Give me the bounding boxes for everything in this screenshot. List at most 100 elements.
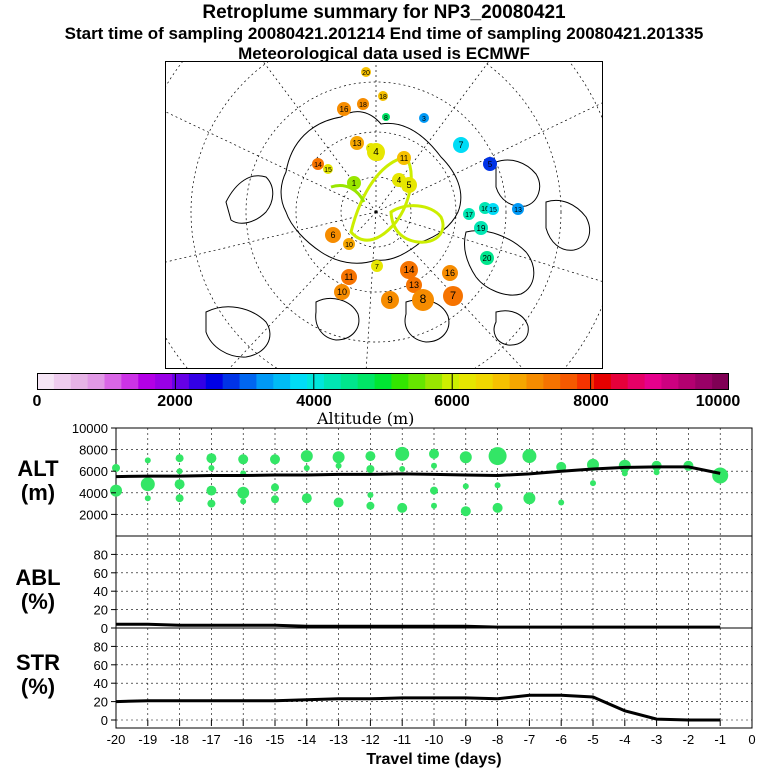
x-tick-label: -4 bbox=[619, 732, 631, 747]
colorbar-cell bbox=[222, 373, 241, 390]
map-marker-label: 10 bbox=[337, 287, 347, 297]
x-tick-label: -9 bbox=[460, 732, 472, 747]
colorbar-cell bbox=[37, 373, 55, 390]
str-ylabel-2: (%) bbox=[21, 674, 55, 699]
alt-y-tick-label: 6000 bbox=[79, 464, 108, 479]
colorbar-cell bbox=[610, 373, 629, 390]
map-marker-label: 16 bbox=[340, 105, 349, 114]
map-marker bbox=[312, 158, 324, 170]
colorbar-cell bbox=[627, 373, 646, 390]
alt-cluster-point bbox=[712, 467, 729, 484]
abl-ylabel-2: (%) bbox=[21, 589, 55, 614]
alt-cluster-point bbox=[558, 499, 565, 506]
colorbar-label: Altitude (m) bbox=[317, 409, 415, 428]
map-marker-label: 15 bbox=[489, 207, 497, 214]
str-y-tick-label: 20 bbox=[94, 695, 108, 710]
map-marker-label: 18 bbox=[379, 94, 387, 101]
x-axis-label: Travel time (days) bbox=[366, 751, 501, 768]
map-marker-label: 5 bbox=[488, 160, 493, 169]
alt-cluster-point bbox=[488, 447, 507, 466]
colorbar-cell bbox=[172, 373, 190, 390]
colorbar-cell bbox=[712, 373, 729, 390]
alt-ylabel-1: ALT bbox=[17, 456, 59, 481]
alt-y-tick-label: 2000 bbox=[79, 507, 108, 522]
alt-cluster-point bbox=[332, 451, 345, 464]
colorbar-cell bbox=[408, 373, 426, 390]
x-tick-label: -13 bbox=[329, 732, 348, 747]
alt-cluster-point bbox=[174, 479, 185, 490]
map-marker-label: 9 bbox=[387, 295, 393, 306]
x-tick-label: -10 bbox=[425, 732, 444, 747]
alt-cluster-point bbox=[494, 482, 501, 489]
abl-y-tick-label: 80 bbox=[94, 547, 108, 562]
colorbar-cell bbox=[188, 373, 207, 390]
map-marker bbox=[400, 261, 418, 279]
x-tick-label: -18 bbox=[170, 732, 189, 747]
map-marker bbox=[381, 291, 399, 309]
colorbar-cell bbox=[560, 373, 578, 390]
alt-cluster-point bbox=[206, 453, 217, 464]
alt-cluster-point bbox=[271, 483, 279, 492]
map-marker-label: 18 bbox=[359, 102, 367, 109]
colorbar-cell bbox=[374, 373, 393, 390]
alt-clusters bbox=[110, 446, 729, 517]
map-marker-label: 17 bbox=[465, 212, 473, 219]
alt-cluster-point bbox=[240, 498, 247, 505]
map-marker-label: 7 bbox=[375, 264, 379, 271]
alt-y-tick-label: 8000 bbox=[79, 443, 108, 458]
alt-cluster-point bbox=[303, 465, 310, 471]
met-data-line: Meteorological data used is ECMWF bbox=[238, 44, 530, 63]
alt-cluster-point bbox=[144, 495, 151, 502]
map-marker bbox=[382, 113, 390, 121]
alt-cluster-point bbox=[618, 459, 631, 472]
colorbar-cell bbox=[155, 373, 173, 390]
map-marker bbox=[371, 260, 383, 272]
map-marker-label: 8 bbox=[420, 292, 427, 306]
alt-cluster-point bbox=[430, 486, 438, 495]
map-marker bbox=[442, 265, 458, 281]
alt-cluster-point bbox=[366, 501, 375, 510]
colorbar-cell bbox=[205, 373, 224, 390]
alt-cluster-point bbox=[271, 495, 279, 504]
colorbar-cell bbox=[87, 373, 106, 390]
colorbar-cell bbox=[70, 373, 89, 390]
x-tick-label: -11 bbox=[393, 732, 411, 747]
alt-cluster-point bbox=[460, 506, 471, 517]
colorbar-cell bbox=[661, 373, 679, 390]
str-line bbox=[115, 693, 721, 722]
alt-cluster-point bbox=[238, 454, 249, 465]
colorbar-cell bbox=[458, 373, 477, 390]
sampling-times: Start time of sampling 20080421.201214 E… bbox=[64, 24, 704, 43]
alt-cluster-point bbox=[523, 492, 536, 505]
map-marker-label: 14 bbox=[403, 265, 415, 276]
colorbar-cell bbox=[290, 373, 308, 390]
colorbar-tick-0: 0 bbox=[32, 393, 42, 410]
alt-cluster-point bbox=[462, 483, 469, 490]
map-marker-label: 16 bbox=[445, 268, 455, 278]
abl-y-tick-label: 20 bbox=[94, 603, 108, 618]
map-marker-label: 7 bbox=[450, 290, 456, 302]
x-tick-label: -19 bbox=[138, 732, 157, 747]
alt-cluster-point bbox=[399, 466, 406, 472]
alt-cluster-point bbox=[397, 502, 408, 513]
chart-title: Retroplume summary for NP3_20080421 bbox=[202, 2, 566, 23]
colorbar-cell bbox=[526, 373, 544, 390]
map-marker bbox=[341, 269, 357, 285]
colorbar-cell bbox=[492, 373, 511, 390]
alt-y-tick-label: 4000 bbox=[79, 486, 108, 501]
map-marker bbox=[406, 277, 422, 293]
map-marker-label: 1 bbox=[352, 179, 357, 188]
alt-cluster-point bbox=[590, 480, 596, 487]
map-marker bbox=[350, 136, 364, 150]
map-marker-label: 3 bbox=[422, 116, 426, 123]
alt-cluster-point bbox=[621, 470, 628, 477]
alt-cluster-point bbox=[301, 493, 312, 504]
abl-y-tick-label: 40 bbox=[94, 584, 108, 599]
map-marker bbox=[378, 91, 388, 101]
alt-cluster-point bbox=[395, 446, 410, 461]
map-marker-label: 14 bbox=[314, 162, 322, 169]
map-marker bbox=[367, 143, 385, 161]
abl-ylabel-1: ABL bbox=[15, 565, 60, 590]
colorbar-tick-2000: 2000 bbox=[157, 393, 193, 410]
map-markers: 2018161883751313121415411161513171920161… bbox=[312, 67, 524, 311]
